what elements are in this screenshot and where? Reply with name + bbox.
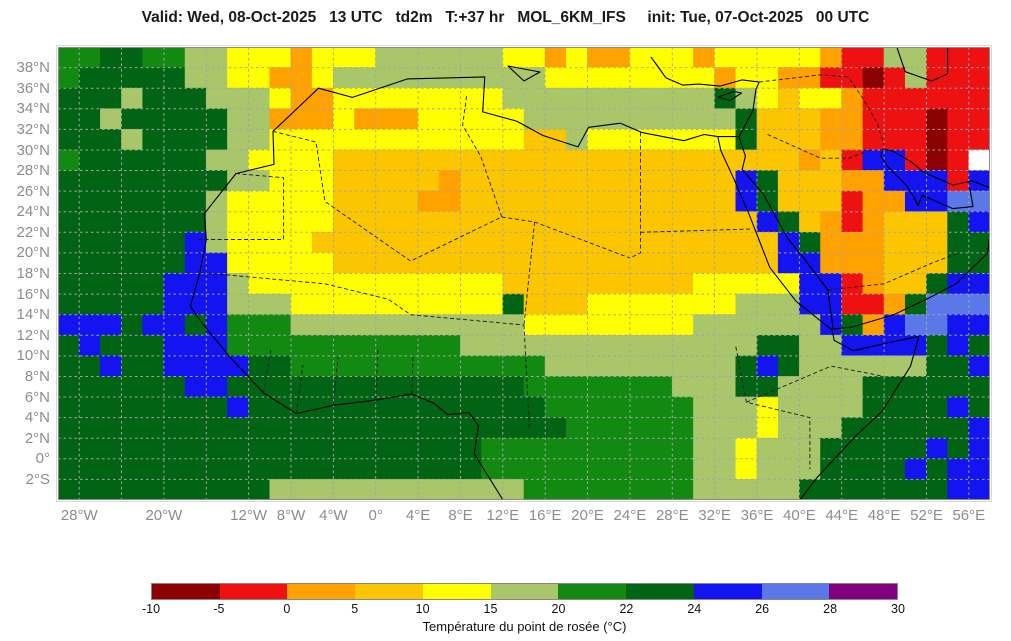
lat-tick-label: 6°N [24, 388, 50, 406]
lat-tick-label: 8°N [24, 368, 50, 385]
lat-tick-label: 18°N [16, 265, 50, 282]
lon-tick-label: 44°E [825, 507, 859, 524]
colorbar-segment [287, 584, 356, 599]
lon-tick-label: 4°W [319, 507, 348, 524]
colorbar-tick-label: -10 [141, 602, 161, 616]
lon-tick-label: 40°E [783, 507, 816, 524]
colorbar-tick-label: 5 [351, 602, 359, 616]
colorbar-caption: Température du point de rosée (°C) [422, 619, 627, 634]
lat-tick-label: 24°N [16, 203, 50, 221]
lon-tick-label: 8°E [448, 507, 473, 524]
colorbar-segment [761, 584, 830, 599]
colorbar-tick-label: 20 [551, 602, 566, 616]
country-borders [195, 74, 959, 470]
lat-tick-label: 30°N [16, 141, 50, 159]
lat-tick-label: 20°N [16, 244, 50, 262]
lon-tick-label: 24°E [613, 507, 647, 524]
lat-tick-label: 38°N [16, 59, 50, 77]
colorbar-segment [422, 584, 491, 599]
lat-tick-label: 22°N [16, 223, 50, 241]
colorbar-segment [829, 584, 898, 599]
map-border [58, 47, 990, 500]
lat-tick-label: 34°N [16, 100, 50, 118]
colorbar-segment [219, 584, 288, 599]
colorbar-segment [490, 584, 559, 599]
colorbar-segment [558, 584, 627, 599]
colorbar-tick-label: 30 [891, 602, 905, 616]
lon-tick-label: 16°E [528, 507, 562, 524]
lon-tick-label: 12°W [230, 507, 268, 524]
colorbar [151, 583, 898, 600]
colorbar-segment [693, 584, 762, 599]
lon-tick-label: 56°E [952, 507, 986, 524]
map-frame [56, 45, 992, 502]
lat-tick-label: 32°N [16, 120, 50, 138]
dewpoint-grid [58, 47, 990, 500]
colorbar-segment [152, 584, 220, 599]
lon-tick-label: 20°W [145, 507, 183, 524]
lat-tick-label: 2°N [24, 429, 50, 447]
dewpoint-map [58, 47, 990, 500]
colorbar-tick-label: 10 [415, 602, 430, 616]
lon-tick-label: 8°W [276, 507, 306, 524]
lat-tick-label: 2°S [25, 470, 50, 488]
colorbar-tick-label: 24 [687, 602, 702, 616]
lon-tick-label: 28°W [60, 507, 98, 524]
graticule [58, 47, 990, 500]
lon-tick-label: 0° [368, 507, 383, 524]
lon-tick-label: 36°E [740, 507, 774, 524]
lat-tick-label: 12°N [16, 326, 50, 344]
colorbar-segment [355, 584, 423, 599]
colorbar-tick-label: 22 [619, 602, 634, 616]
colorbar-tick-label: 15 [483, 602, 498, 616]
lat-tick-label: 10°N [16, 347, 50, 365]
lon-tick-label: 12°E [486, 507, 520, 524]
lon-tick-label: 4°E [405, 507, 431, 524]
colorbar-tick-label: 28 [823, 602, 838, 616]
lat-tick-label: 4°N [24, 409, 50, 427]
lon-tick-label: 32°E [698, 507, 731, 524]
colorbar-tick-label: -5 [213, 602, 225, 616]
lat-tick-label: 28°N [16, 162, 50, 179]
colorbar-segment [626, 584, 694, 599]
lat-tick-label: 26°N [16, 182, 50, 200]
lon-tick-label: 20°E [571, 507, 604, 524]
lat-tick-label: 16°N [16, 285, 50, 303]
lon-tick-label: 52°E [910, 507, 943, 524]
lon-tick-label: 28°E [655, 507, 689, 524]
colorbar-tick-label: 0 [283, 602, 291, 616]
lat-tick-label: 36°N [16, 79, 50, 97]
lon-tick-label: 48°E [867, 507, 901, 524]
lat-tick-label: 0° [35, 450, 50, 468]
lat-tick-label: 14°N [16, 306, 50, 324]
colorbar-tick-label: 26 [755, 602, 770, 616]
chart-title: Valid: Wed, 08-Oct-2025 13 UTC td2m T:+3… [141, 9, 870, 26]
